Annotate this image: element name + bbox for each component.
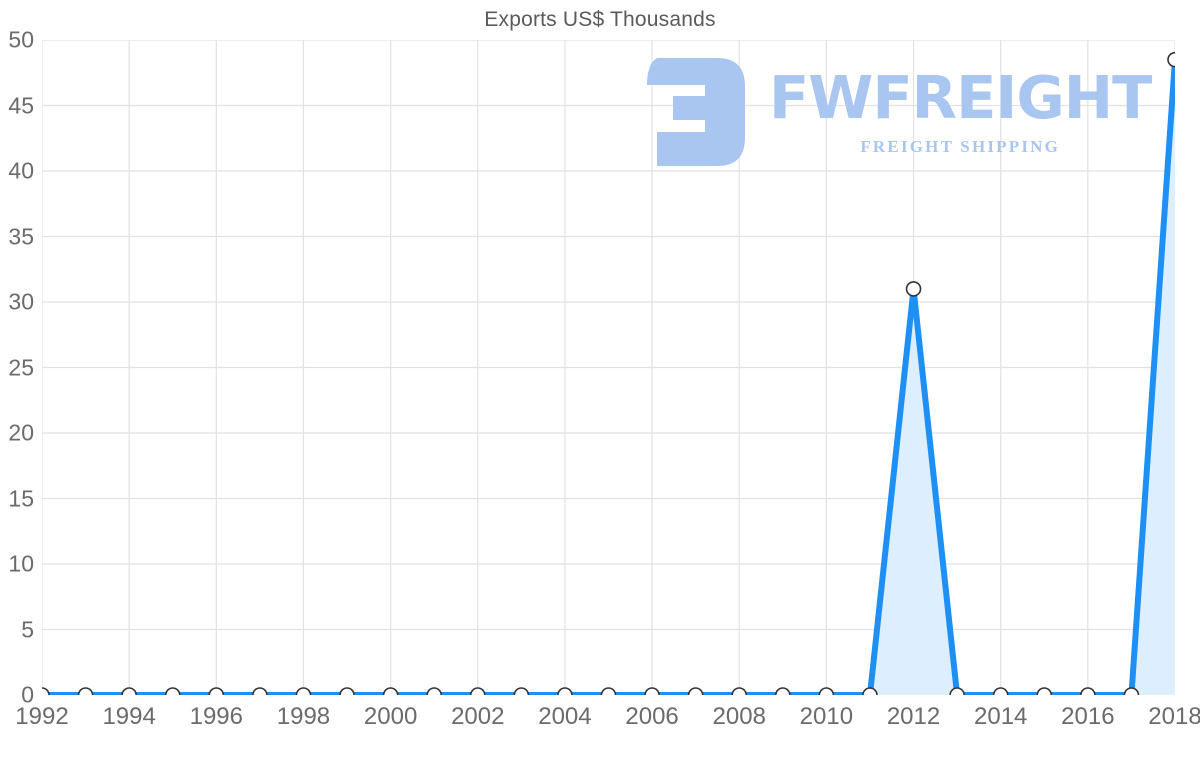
x-tick-label: 2000 — [363, 703, 418, 730]
x-tick-label: 2012 — [886, 703, 941, 730]
y-tick-label: 20 — [8, 419, 34, 446]
x-tick-label: 1992 — [15, 703, 69, 730]
y-tick-label: 30 — [8, 288, 34, 315]
x-tick-label: 1998 — [276, 703, 331, 730]
x-tick-label: 2002 — [451, 703, 505, 730]
x-tick-label: 1994 — [102, 703, 156, 730]
x-tick-label: 2014 — [973, 703, 1028, 730]
y-tick-label: 45 — [8, 92, 34, 118]
y-tick-label: 0 — [21, 681, 34, 708]
x-tick-label: 2016 — [1061, 703, 1115, 730]
y-tick-label: 40 — [8, 157, 34, 184]
y-tick-label: 50 — [8, 26, 34, 53]
x-tick-label: 1996 — [189, 703, 243, 730]
chart-title: Exports US$ Thousands — [484, 8, 716, 31]
exports-series — [42, 40, 1175, 695]
x-tick-label: 2006 — [625, 703, 679, 730]
y-tick-label: 35 — [8, 223, 34, 249]
x-tick-label: 2010 — [799, 703, 854, 730]
y-tick-label: 10 — [8, 550, 34, 577]
y-tick-label: 25 — [8, 354, 34, 380]
x-tick-label: 2018 — [1148, 703, 1200, 730]
plot-area: FWFREIGHT FREIGHT SHIPPING — [42, 40, 1175, 695]
x-tick-label: 2008 — [712, 703, 766, 730]
y-tick-label: 15 — [8, 485, 34, 511]
x-tick-label: 2004 — [538, 703, 592, 730]
y-tick-label: 5 — [21, 616, 34, 642]
